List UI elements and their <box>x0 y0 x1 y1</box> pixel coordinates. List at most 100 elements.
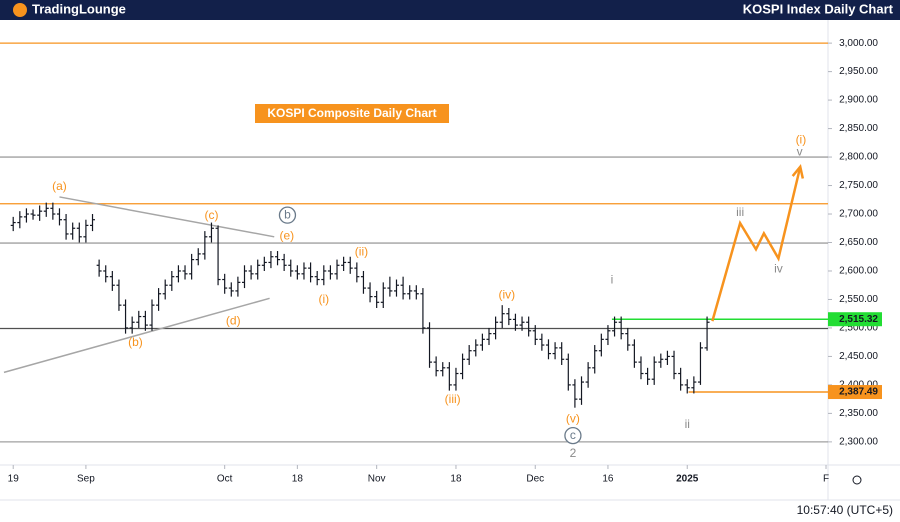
ohlc-bar <box>354 262 360 283</box>
y-tick-label: 2,450.00 <box>839 351 878 362</box>
ohlc-bar <box>638 356 644 380</box>
x-tick-label: Sep <box>77 474 95 485</box>
ohlc-bar <box>162 279 168 300</box>
wave-label: ii <box>685 417 690 431</box>
ohlc-bar <box>678 367 684 391</box>
ohlc-bar <box>387 276 393 297</box>
ohlc-bar <box>268 251 274 269</box>
ohlc-bar <box>479 333 485 351</box>
ohlc-bar <box>23 208 29 223</box>
wave-label: v <box>797 145 803 159</box>
ohlc-bar <box>70 222 76 240</box>
wave-circle <box>564 426 582 445</box>
ohlc-bar <box>612 316 618 337</box>
ohlc-bar <box>486 327 492 346</box>
ohlc-bar <box>202 231 208 260</box>
y-tick-label: 2,300.00 <box>839 437 878 448</box>
ohlc-bar <box>400 276 406 300</box>
wave-circle <box>278 206 297 224</box>
ohlc-bar <box>182 265 188 280</box>
trendline <box>59 196 275 238</box>
wave-label: (a) <box>52 179 67 193</box>
price-tag <box>828 312 882 327</box>
ohlc-bar <box>222 273 228 294</box>
x-tick-label: 18 <box>292 474 304 485</box>
ohlc-bar <box>334 259 340 280</box>
timestamp: 10:57:40 (UTC+5) <box>797 503 893 517</box>
ohlc-bar <box>308 262 314 283</box>
ohlc-bar <box>248 265 254 280</box>
ohlc-bar <box>360 270 366 294</box>
wave-label: (i) <box>318 292 329 306</box>
wave-label: (iv) <box>499 288 516 302</box>
ohlc-bar <box>242 265 248 289</box>
ohlc-bar <box>466 345 472 365</box>
ohlc-bar <box>407 285 413 300</box>
ohlc-bar <box>565 353 571 391</box>
ohlc-bar <box>341 256 347 271</box>
ohlc-bar <box>380 282 386 309</box>
ohlc-bar <box>10 216 16 232</box>
logo-icon <box>13 3 27 17</box>
ohlc-bar <box>175 265 181 283</box>
ohlc-bar <box>493 316 499 340</box>
x-tick-label: F <box>823 474 829 485</box>
ohlc-bar <box>83 219 89 243</box>
ohlc-bar <box>453 367 459 391</box>
wave-label: i <box>611 272 614 286</box>
ohlc-bar <box>572 379 578 408</box>
wave-label: (ii) <box>355 244 368 258</box>
ohlc-bar <box>598 333 604 357</box>
ohlc-bar <box>552 342 558 360</box>
wave-label: (e) <box>279 228 294 242</box>
ohlc-bar <box>691 376 697 394</box>
ohlc-bar <box>275 251 281 266</box>
wave-label: (c) <box>204 208 218 222</box>
y-tick-label: 2,850.00 <box>839 123 878 134</box>
wave-label: b <box>284 207 291 221</box>
wave-label: (i) <box>796 133 807 147</box>
ohlc-bar <box>579 376 585 405</box>
ohlc-bar <box>625 327 631 351</box>
ohlc-bar <box>43 202 49 217</box>
ohlc-bar <box>559 342 565 365</box>
projection-path <box>711 166 802 322</box>
ohlc-bar <box>413 285 419 300</box>
ohlc-bar <box>255 259 261 280</box>
ohlc-bar <box>96 259 102 277</box>
chart-label: KOSPI Composite Daily Chart <box>267 106 436 120</box>
ohlc-bar <box>301 262 307 280</box>
wave-label: (iii) <box>445 392 461 406</box>
ohlc-bar <box>697 342 703 385</box>
ohlc-bar <box>50 202 56 220</box>
ohlc-bar <box>374 290 380 309</box>
ohlc-bar <box>208 222 214 243</box>
projection-arrowhead <box>791 163 805 179</box>
settings-icon[interactable] <box>852 475 862 485</box>
ohlc-bar <box>393 279 399 297</box>
price-tag <box>828 385 882 400</box>
y-tick-label: 2,650.00 <box>839 237 878 248</box>
wave-label: c <box>570 428 576 442</box>
y-tick-label: 2,350.00 <box>839 408 878 419</box>
wave-label: iv <box>774 261 783 275</box>
ohlc-bar <box>519 316 525 331</box>
ohlc-bar <box>433 356 439 377</box>
trendline <box>3 297 270 374</box>
ohlc-bar <box>545 339 551 360</box>
ohlc-bar <box>460 353 466 380</box>
ohlc-bar <box>427 322 433 368</box>
price-tag-label: 2,387.49 <box>839 387 878 398</box>
ohlc-bar <box>56 208 62 226</box>
wave-label: 2 <box>570 446 577 460</box>
chart-label-bg <box>255 104 449 123</box>
x-tick-label: Nov <box>368 474 386 485</box>
ohlc-bar <box>512 313 518 331</box>
wave-label: (d) <box>226 313 241 327</box>
ohlc-bar <box>189 253 195 280</box>
brand: TradingLounge <box>32 1 126 16</box>
ohlc-bar <box>664 350 670 365</box>
ohlc-bar <box>367 282 373 303</box>
x-tick-label: 19 <box>8 474 20 485</box>
x-tick-label: Oct <box>217 474 233 485</box>
